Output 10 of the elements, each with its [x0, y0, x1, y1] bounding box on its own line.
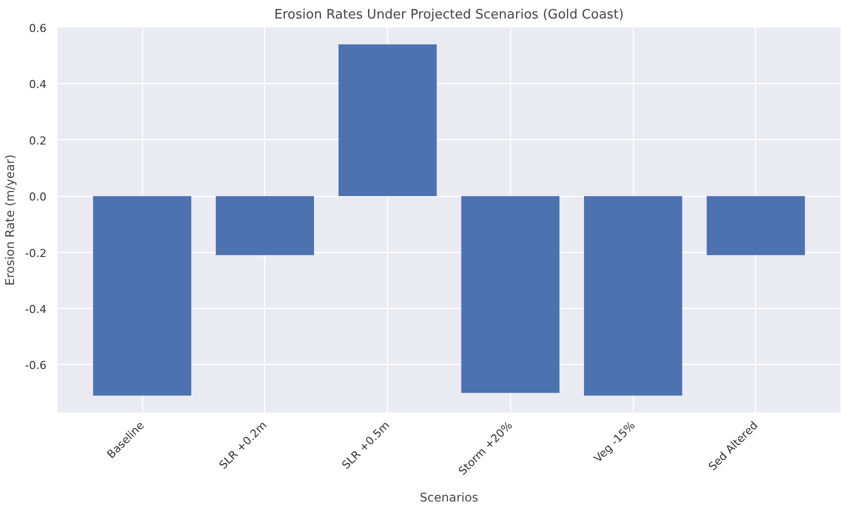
y-tick-label: 0.6 — [29, 22, 47, 35]
y-tick-label: 0.2 — [29, 134, 47, 148]
y-tick-label: -0.6 — [25, 359, 47, 372]
y-tick-label: -0.2 — [25, 246, 47, 260]
y-tick-label: -0.4 — [25, 303, 47, 316]
y-tick-label: 0.0 — [29, 190, 47, 204]
y-tick-label: 0.4 — [29, 78, 47, 92]
y-axis-title: Erosion Rate (m/year) — [3, 154, 18, 286]
chart-title: Erosion Rates Under Projected Scenarios (Gold Coast) — [274, 8, 624, 22]
x-axis-title: Scenarios — [420, 490, 478, 504]
